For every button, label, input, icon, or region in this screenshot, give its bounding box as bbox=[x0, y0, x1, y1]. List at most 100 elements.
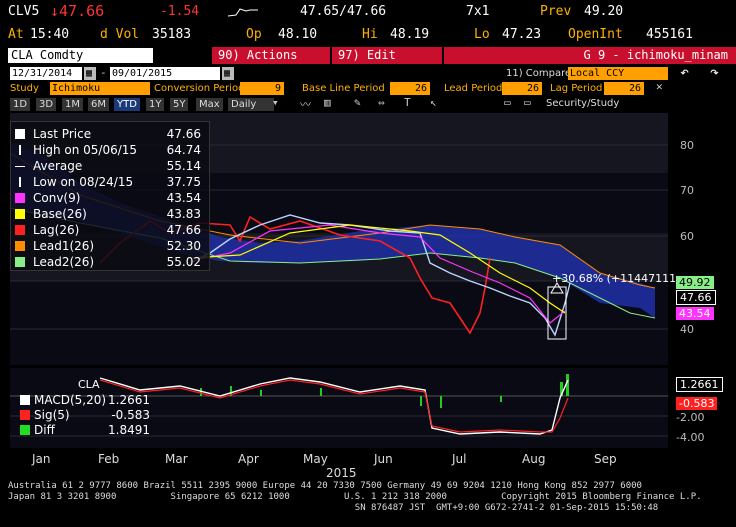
legend-swatch bbox=[15, 225, 25, 235]
legend-row: Average 55.14 bbox=[15, 158, 207, 174]
redo-icon[interactable]: ↷ bbox=[710, 63, 720, 81]
undo-icon[interactable]: ↶ bbox=[680, 63, 690, 81]
ruler-icon[interactable]: ▭ bbox=[504, 96, 511, 109]
chart-legend: Last Price 47.66 High on 05/06/15 64.74 … bbox=[10, 121, 210, 271]
x-tick: May bbox=[303, 452, 328, 466]
text-tool-icon[interactable]: T bbox=[404, 96, 411, 109]
legend-name: Sig(5) bbox=[34, 408, 70, 422]
x-tick: Feb bbox=[98, 452, 120, 466]
legend-swatch bbox=[20, 425, 30, 435]
average-line-icon bbox=[15, 166, 25, 167]
compare-select[interactable]: Local CCY bbox=[568, 67, 668, 80]
legend-swatch bbox=[15, 209, 25, 219]
legend-value: 55.02 bbox=[166, 255, 201, 269]
actions-button[interactable]: 90) Actions bbox=[212, 47, 330, 64]
change-annotation: +30.68% (+11447111 bbox=[552, 272, 677, 285]
footer-line: SN 876487 JST GMT+9:00 G672-2741-2 01-Se… bbox=[8, 503, 659, 513]
frequency-select[interactable]: Daily bbox=[228, 98, 274, 111]
edit-button[interactable]: 97) Edit bbox=[332, 47, 442, 64]
legend-name: Average bbox=[33, 159, 83, 173]
legend-row: High on 05/06/15 64.74 bbox=[15, 142, 207, 158]
pointer-icon[interactable]: ↖ bbox=[430, 96, 437, 109]
last-time: 15:40 bbox=[30, 27, 70, 42]
open-interest: 455161 bbox=[646, 27, 693, 42]
legend-name: Last Price bbox=[33, 127, 92, 141]
security-input[interactable]: CLA Comdty bbox=[8, 48, 153, 63]
prev-label: Prev bbox=[540, 4, 572, 19]
legend-swatch bbox=[15, 241, 25, 251]
legend-value: 43.54 bbox=[166, 191, 201, 205]
macd-legend-row: MACD(5,20) 1.2661 bbox=[20, 393, 150, 407]
legend-swatch bbox=[20, 395, 30, 405]
legend-name: Lag(26) bbox=[33, 223, 80, 237]
tab-1y[interactable]: 1Y bbox=[146, 98, 165, 111]
y-tick: 80 bbox=[680, 139, 694, 152]
lead2-price-tag: 49.92 bbox=[676, 276, 714, 289]
legend-row: Base(26) 43.83 bbox=[15, 206, 207, 222]
high-label: Hi bbox=[362, 27, 378, 42]
macd-y-tick: -4.00 bbox=[676, 431, 705, 444]
legend-swatch bbox=[15, 193, 25, 203]
tab-5y[interactable]: 5Y bbox=[170, 98, 189, 111]
dvol-label: d Vol bbox=[100, 27, 140, 42]
tab-1m[interactable]: 1M bbox=[62, 98, 83, 111]
legend-name: Conv(9) bbox=[33, 191, 81, 205]
line-style-icon[interactable]: 〰 bbox=[300, 98, 311, 111]
legend-value: 1.2661 bbox=[108, 393, 150, 407]
start-date-input[interactable]: 12/31/2014 bbox=[10, 67, 82, 80]
calendar-icon[interactable]: ▦ bbox=[222, 67, 234, 80]
legend-row: Last Price 47.66 bbox=[15, 126, 207, 142]
last-price-tag: 47.66 bbox=[676, 290, 716, 305]
high-marker-icon bbox=[19, 145, 21, 155]
signal-value-tag: -0.583 bbox=[676, 397, 718, 410]
y-tick: 40 bbox=[680, 323, 694, 336]
open-price: 48.10 bbox=[278, 27, 318, 42]
tab-1d[interactable]: 1D bbox=[10, 98, 31, 111]
x-tick: Mar bbox=[165, 452, 188, 466]
legend-swatch bbox=[15, 257, 25, 267]
bid-ask: 47.65/47.66 bbox=[300, 4, 387, 19]
drag-icon[interactable]: ⇔ bbox=[378, 96, 385, 109]
footer-line: Australia 61 2 9777 8600 Brazil 5511 239… bbox=[8, 481, 642, 491]
legend-name: Lead2(26) bbox=[33, 255, 95, 269]
tab-ytd[interactable]: YTD bbox=[114, 98, 140, 111]
draw-tool-icon[interactable]: ✎ bbox=[354, 96, 361, 109]
x-tick: Jun bbox=[374, 452, 393, 466]
study-select[interactable]: Ichimoku bbox=[50, 82, 150, 95]
legend-value: 52.30 bbox=[166, 239, 201, 253]
date-separator: - bbox=[100, 66, 107, 79]
lag-period-input[interactable]: 26 bbox=[604, 82, 644, 95]
conversion-period-label: Conversion Period bbox=[154, 83, 245, 94]
y-tick: 60 bbox=[680, 230, 694, 243]
legend-value: 37.75 bbox=[166, 175, 201, 189]
remove-study-icon[interactable]: ✕ bbox=[656, 80, 663, 93]
chevron-down-icon[interactable]: ▾ bbox=[272, 96, 279, 109]
security-study-dropdown-icon[interactable]: ▭ bbox=[524, 96, 531, 109]
open-interest-label: OpenInt bbox=[568, 27, 623, 42]
low-label: Lo bbox=[474, 27, 490, 42]
legend-value: 55.14 bbox=[166, 159, 201, 173]
end-date-input[interactable]: 09/01/2015 bbox=[110, 67, 220, 80]
calendar-icon[interactable]: ▦ bbox=[84, 67, 96, 80]
legend-row: Low on 08/24/15 37.75 bbox=[15, 174, 207, 190]
chart-type-icon[interactable]: ▥ bbox=[324, 96, 331, 109]
macd-chart[interactable] bbox=[0, 368, 736, 450]
base-line-period-input[interactable]: 26 bbox=[390, 82, 430, 95]
conversion-period-input[interactable]: 9 bbox=[240, 82, 284, 95]
tab-6m[interactable]: 6M bbox=[88, 98, 109, 111]
macd-title: CLA bbox=[78, 378, 100, 391]
at-label: At bbox=[8, 27, 24, 42]
conv-price-tag: 43.54 bbox=[676, 307, 714, 320]
low-marker-icon bbox=[19, 177, 21, 187]
legend-value: 47.66 bbox=[166, 127, 201, 141]
tab-3d[interactable]: 3D bbox=[36, 98, 57, 111]
lead-period-input[interactable]: 26 bbox=[502, 82, 542, 95]
legend-value: 1.8491 bbox=[108, 423, 150, 437]
tab-max[interactable]: Max bbox=[196, 98, 223, 111]
legend-swatch bbox=[15, 129, 25, 139]
price-chart[interactable] bbox=[0, 113, 736, 453]
lag-period-label: Lag Period bbox=[550, 83, 603, 94]
footer-line: Japan 81 3 3201 8900 Singapore 65 6212 1… bbox=[8, 492, 702, 502]
security-study-button[interactable]: Security/Study bbox=[546, 98, 620, 109]
bid-ask-size: 7x1 bbox=[466, 4, 490, 19]
